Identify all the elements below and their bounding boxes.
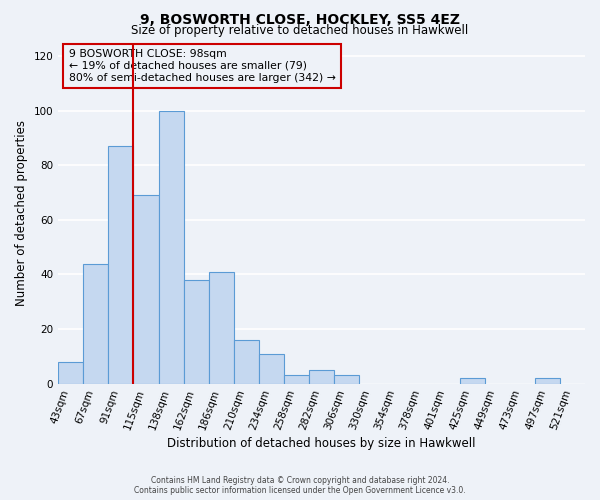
Bar — [209, 272, 234, 384]
Y-axis label: Number of detached properties: Number of detached properties — [15, 120, 28, 306]
Bar — [58, 362, 83, 384]
Text: 9, BOSWORTH CLOSE, HOCKLEY, SS5 4EZ: 9, BOSWORTH CLOSE, HOCKLEY, SS5 4EZ — [140, 12, 460, 26]
Bar — [234, 340, 259, 384]
Text: 9 BOSWORTH CLOSE: 98sqm
← 19% of detached houses are smaller (79)
80% of semi-de: 9 BOSWORTH CLOSE: 98sqm ← 19% of detache… — [69, 50, 335, 82]
Bar — [158, 110, 184, 384]
Bar — [83, 264, 109, 384]
Bar — [259, 354, 284, 384]
Text: Contains HM Land Registry data © Crown copyright and database right 2024.
Contai: Contains HM Land Registry data © Crown c… — [134, 476, 466, 495]
X-axis label: Distribution of detached houses by size in Hawkwell: Distribution of detached houses by size … — [167, 437, 476, 450]
Bar — [133, 196, 158, 384]
Bar — [309, 370, 334, 384]
Bar — [284, 376, 309, 384]
Bar — [109, 146, 133, 384]
Bar — [535, 378, 560, 384]
Text: Size of property relative to detached houses in Hawkwell: Size of property relative to detached ho… — [131, 24, 469, 37]
Bar — [334, 376, 359, 384]
Bar — [184, 280, 209, 384]
Bar — [460, 378, 485, 384]
